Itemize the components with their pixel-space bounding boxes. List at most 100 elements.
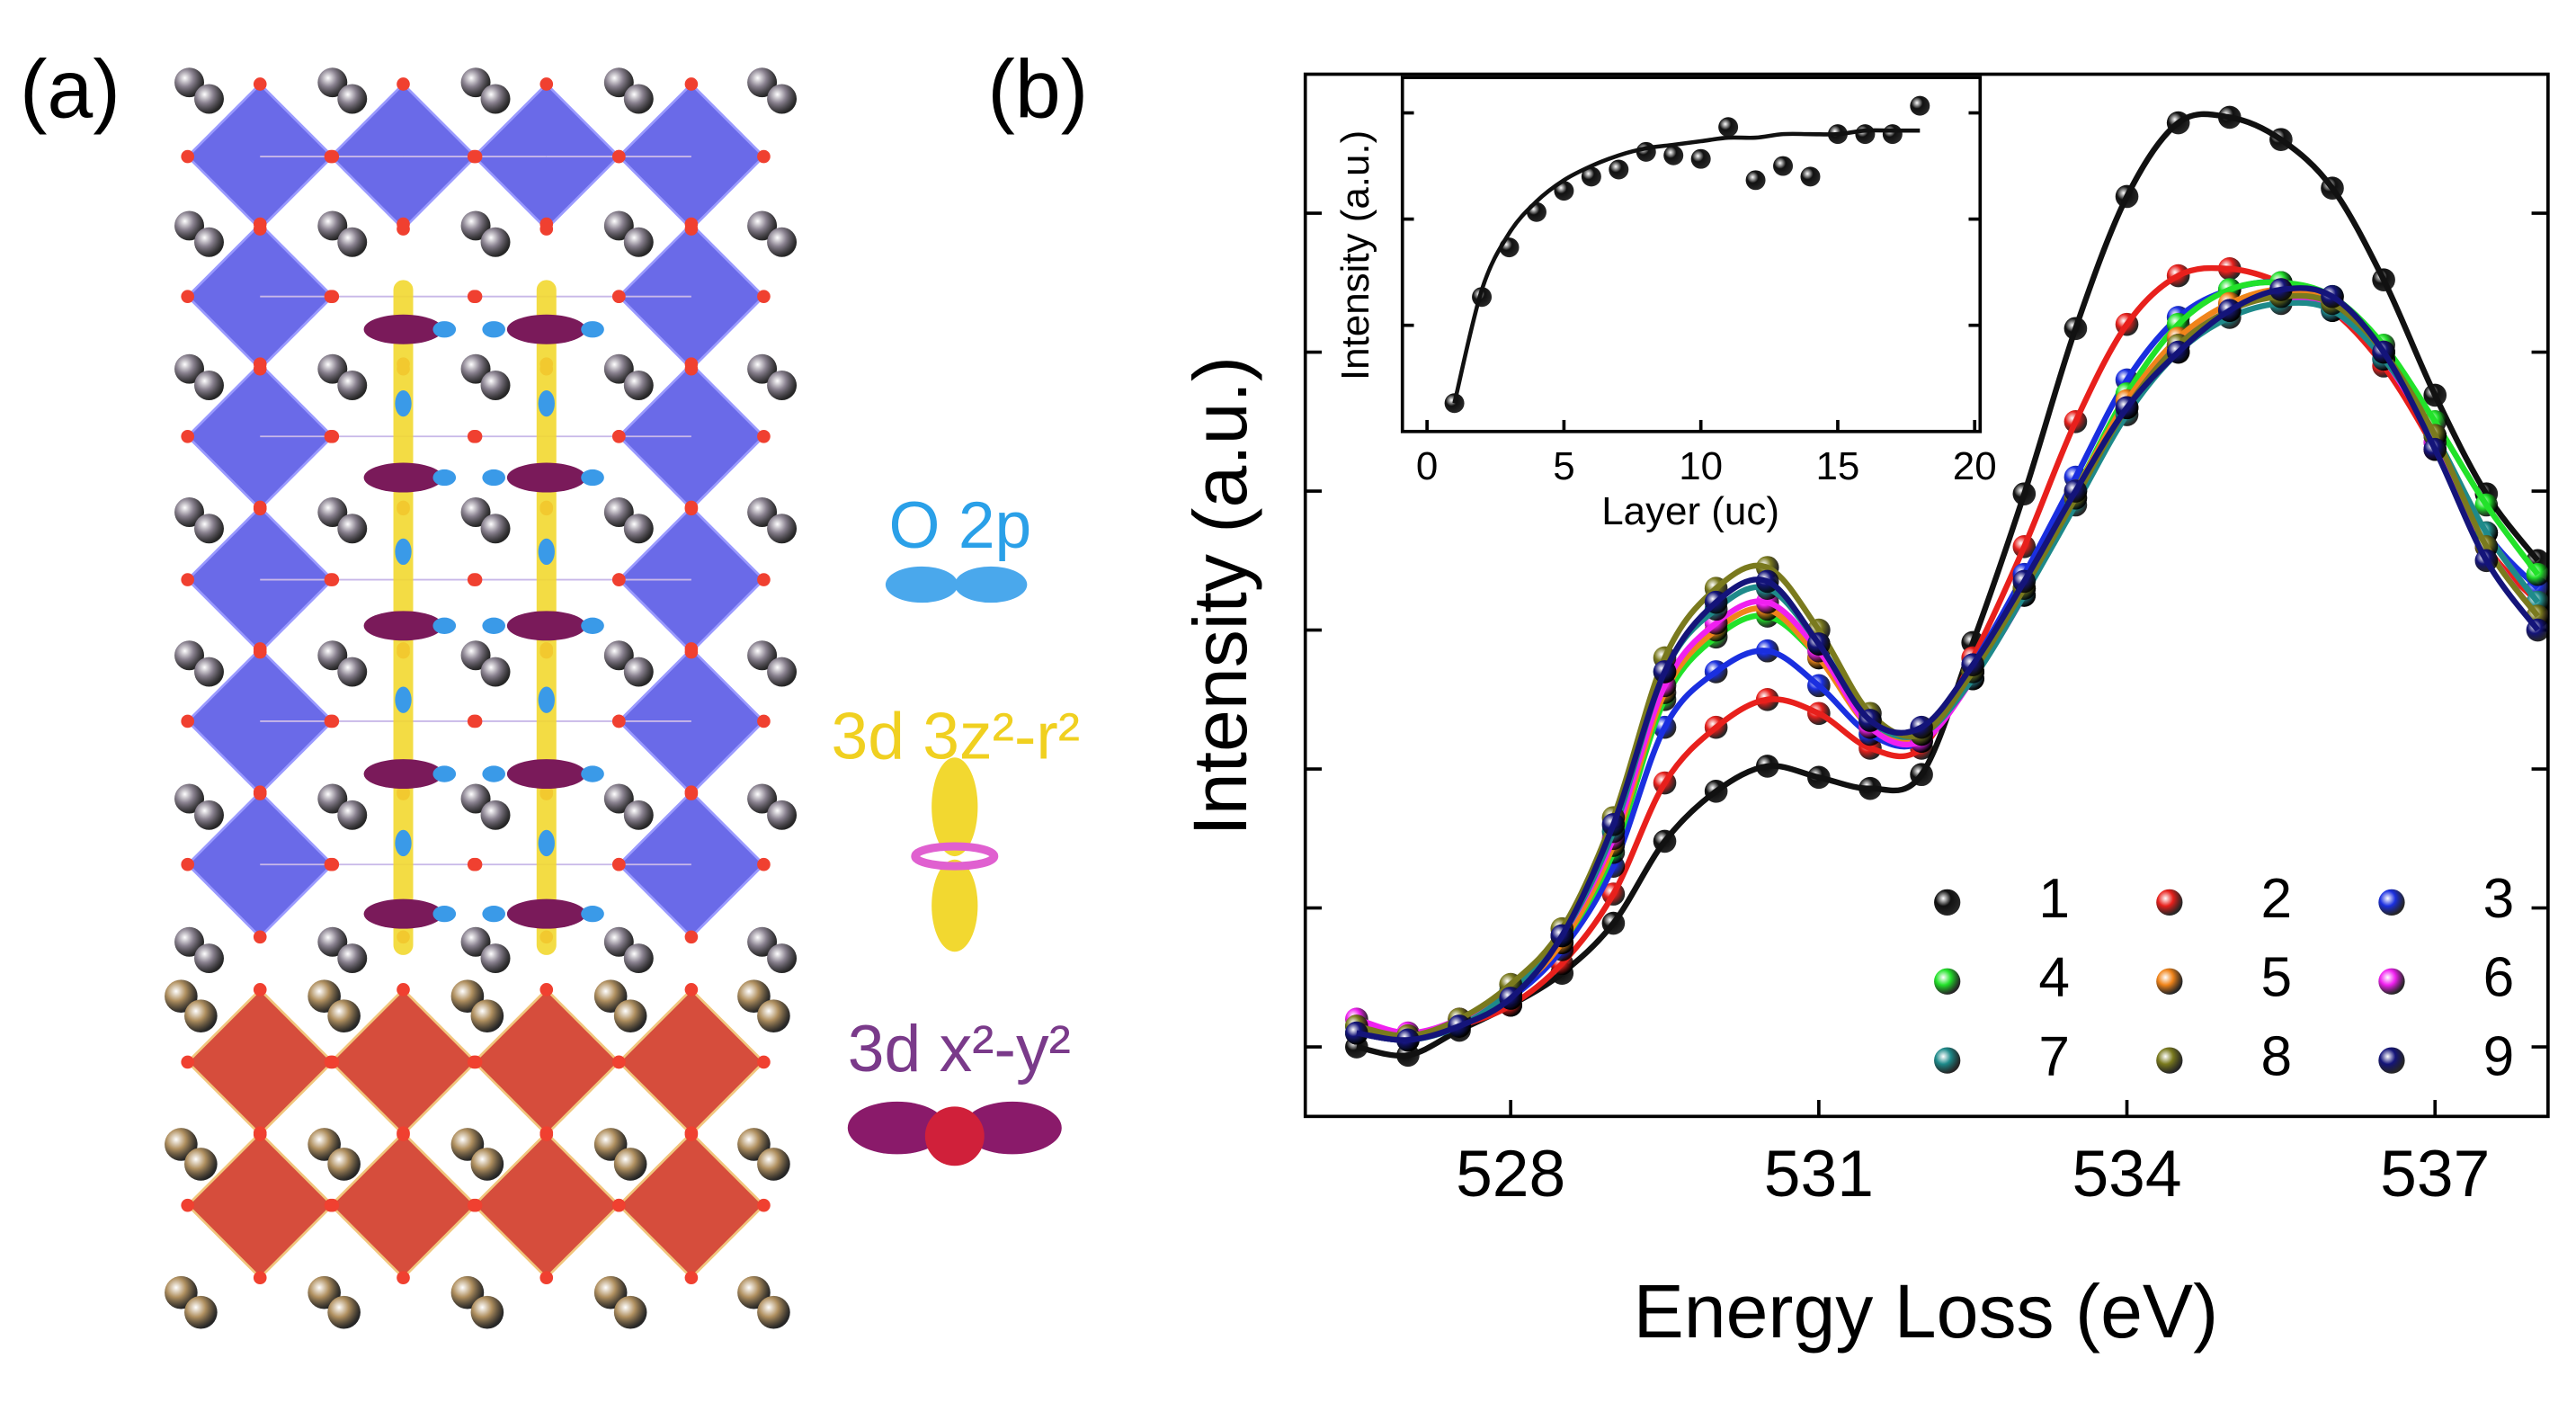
orbital-lobe — [482, 321, 506, 338]
data-point — [1773, 156, 1794, 176]
x-tick-label: 534 — [2072, 1137, 2181, 1211]
orbital-label: O 2p — [889, 488, 1032, 562]
atom — [757, 1148, 790, 1181]
atom — [194, 84, 224, 114]
oxygen — [684, 785, 699, 800]
data-point — [1718, 117, 1739, 138]
atom — [317, 783, 348, 814]
data-point — [1745, 170, 1766, 191]
atom — [747, 640, 778, 671]
oxygen — [757, 1055, 771, 1069]
data-point — [1526, 201, 1546, 222]
orbital-lobe — [395, 538, 412, 566]
atom — [623, 657, 654, 687]
oxygen — [397, 1126, 410, 1139]
orbital-icon — [847, 1101, 947, 1155]
atom — [317, 353, 348, 384]
oxygen — [467, 290, 481, 303]
atom — [480, 943, 511, 974]
atom — [317, 640, 348, 671]
y-axis-label: Intensity (a.u.) — [1178, 356, 1262, 836]
orbital-label: 3d 3z²-r² — [831, 699, 1080, 773]
oxygen — [612, 857, 626, 871]
oxygen — [181, 1055, 195, 1069]
oxygen — [612, 290, 626, 303]
oxygen — [397, 1271, 410, 1285]
oxygen — [467, 714, 481, 728]
atom — [623, 800, 654, 830]
atom — [480, 227, 511, 257]
oxygen — [612, 429, 626, 443]
series-line — [1356, 292, 2541, 1039]
orbital-lobe — [506, 462, 586, 493]
orbital-lobe — [482, 469, 506, 487]
atom — [767, 227, 798, 257]
x-axis-label: Energy Loss (eV) — [1634, 1269, 2219, 1354]
orbital-lobe — [482, 906, 506, 923]
atom — [337, 371, 368, 400]
x-tick-label: 15 — [1816, 444, 1860, 488]
atom — [337, 514, 368, 544]
atom — [603, 783, 634, 814]
data-point — [1800, 166, 1821, 187]
panel-label: (b) — [987, 43, 1088, 135]
oxygen — [539, 217, 554, 231]
oxygen — [467, 1198, 481, 1212]
oxygen — [181, 857, 195, 871]
atom — [470, 1148, 504, 1181]
atom — [317, 926, 348, 957]
panel-label: (a) — [20, 43, 120, 135]
oxygen — [397, 77, 410, 91]
atom — [194, 371, 224, 400]
atom — [174, 783, 205, 814]
orbital-lobe — [581, 906, 604, 923]
atom — [327, 1148, 361, 1181]
oxygen — [757, 149, 771, 164]
atom — [174, 67, 205, 98]
x-tick-label: 5 — [1553, 444, 1574, 488]
atom — [480, 657, 511, 687]
atom — [184, 999, 218, 1032]
oxygen — [539, 1126, 554, 1139]
orbital-lobe — [363, 611, 443, 641]
legend-marker — [2378, 889, 2405, 916]
oxygen — [539, 77, 554, 91]
orbital-lobe — [506, 759, 586, 790]
oxygen — [539, 1271, 554, 1285]
atom — [623, 943, 654, 974]
oxygen — [181, 714, 195, 728]
oxygen — [253, 642, 267, 656]
plot-area — [1345, 105, 2548, 1068]
atom — [603, 926, 634, 957]
oxygen — [467, 149, 481, 164]
atom — [480, 371, 511, 400]
legend-label: 1 — [2038, 868, 2070, 930]
oxygen — [181, 1198, 195, 1212]
orbital-icon — [924, 1106, 985, 1166]
orbital-lobe — [581, 617, 604, 634]
oxygen — [612, 573, 626, 586]
orbital-lobe — [432, 469, 457, 487]
orbital-lobe — [538, 829, 555, 857]
oxygen — [253, 930, 267, 944]
orbital-lobe — [538, 538, 555, 566]
legend-label: 6 — [2483, 947, 2515, 1009]
oxygen — [612, 1198, 626, 1212]
oxygen — [253, 500, 267, 514]
orbital-icon — [931, 757, 978, 857]
atom — [747, 210, 778, 241]
oxygen — [684, 983, 699, 996]
x-tick-label: 0 — [1416, 444, 1438, 488]
orbital-lobe — [432, 765, 457, 782]
orbital-icon — [911, 842, 999, 871]
atom — [327, 999, 361, 1032]
oxygen — [397, 217, 410, 231]
atom — [623, 84, 654, 114]
orbital-lobe — [395, 829, 412, 857]
atom — [317, 67, 348, 98]
atom — [174, 353, 205, 384]
atom — [747, 783, 778, 814]
orbital-icon — [954, 566, 1028, 603]
atom — [470, 999, 504, 1032]
